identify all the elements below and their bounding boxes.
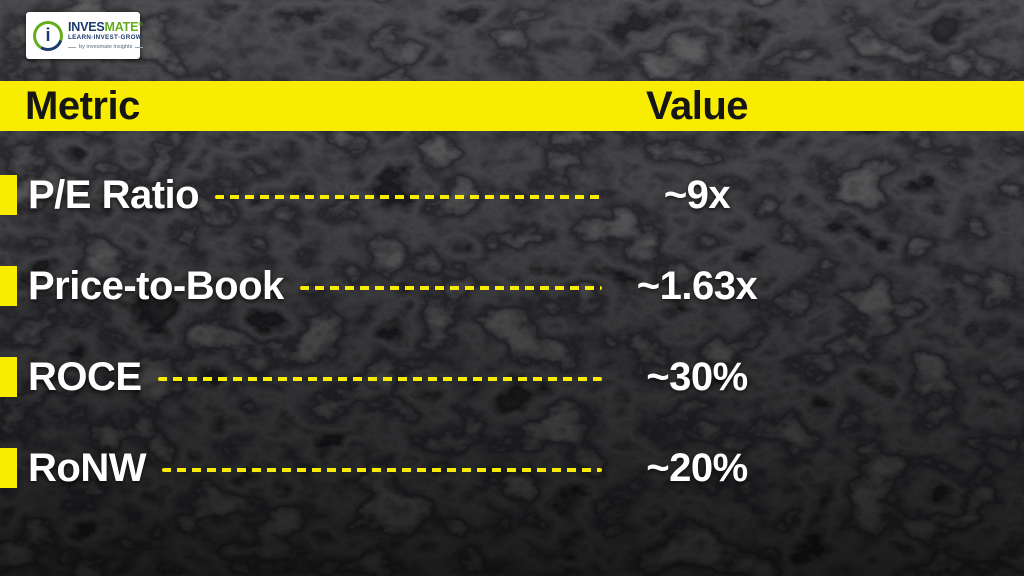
brand-name: INVES MATE ® [68, 19, 143, 35]
invesmate-logo-icon: i [33, 20, 63, 51]
brand-name-mate: MATE [104, 19, 139, 34]
metric-value: ~9x [663, 172, 731, 217]
table-header-bar: Metric Value [0, 81, 1024, 131]
dash-leader-line [299, 286, 602, 290]
table-row-price-to-book: Price-to-Book ~1.63x [0, 263, 782, 309]
metrics-table: P/E Ratio ~9x Price-to-Book ~1.63x ROCE … [0, 131, 1024, 491]
registered-trademark: ® [138, 21, 143, 28]
byline-text: by invesmate insights [79, 44, 133, 51]
logo-text-block: INVES MATE ® LEARN·INVEST·GROW by invesm… [68, 19, 144, 51]
metric-value: ~1.63x [636, 263, 758, 308]
header-metric-label: Metric [25, 83, 140, 128]
table-row-roce: ROCE ~30% [0, 354, 782, 400]
dash-leader-line [161, 468, 602, 472]
metric-label: RoNW [28, 445, 146, 490]
dash-leader-line [157, 377, 602, 381]
metric-label: P/E Ratio [28, 172, 200, 217]
metric-value: ~20% [646, 445, 748, 490]
table-row-ronw: RoNW ~20% [0, 445, 782, 491]
header-value-label: Value [645, 83, 749, 128]
invesmate-logo: i INVES MATE ® LEARN·INVEST·GROW by inve… [26, 12, 144, 59]
dash-leader-line [215, 195, 602, 199]
brand-name-inves: INVES [68, 19, 105, 34]
byline-dash-right [135, 46, 144, 48]
metric-label: Price-to-Book [28, 263, 284, 308]
row-bullet [0, 266, 17, 306]
logo-icon-inner-circle: i [36, 23, 60, 48]
metric-value: ~30% [646, 354, 748, 399]
brand-byline: by invesmate insights [68, 44, 144, 51]
brand-tagline: LEARN·INVEST·GROW [68, 34, 143, 42]
metric-label: ROCE [28, 354, 142, 399]
byline-dash-left [68, 46, 76, 48]
row-bullet [0, 357, 17, 397]
logo-letter-i: i [45, 24, 51, 45]
row-bullet [0, 448, 17, 488]
row-bullet [0, 175, 17, 215]
table-row-pe-ratio: P/E Ratio ~9x [0, 172, 782, 218]
